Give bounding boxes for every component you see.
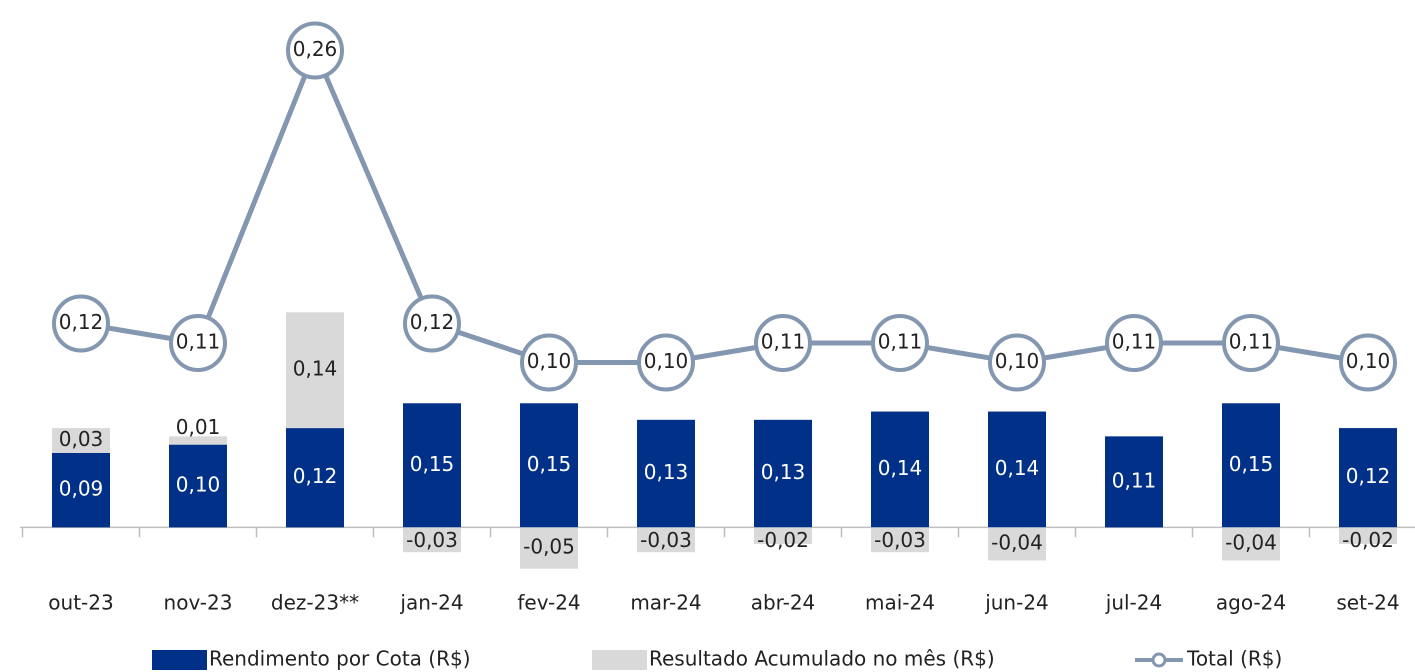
bar <box>52 452 110 528</box>
bar <box>1339 527 1397 544</box>
bar <box>1222 403 1280 528</box>
bar <box>1222 527 1280 561</box>
data-label: 0,15 <box>1229 452 1274 476</box>
data-label: 0,01 <box>176 415 221 439</box>
line-marker <box>988 333 1046 392</box>
x-tick-label: nov-23 <box>164 591 233 615</box>
data-label: -0,03 <box>406 528 458 552</box>
legend-label: Rendimento por Cota (R$) <box>209 647 471 671</box>
line-marker <box>1339 333 1397 392</box>
bar <box>286 312 344 429</box>
legend-swatch <box>152 650 207 670</box>
data-label: 0,15 <box>527 452 572 476</box>
data-label: 0,11 <box>1112 468 1157 492</box>
data-label: -0,04 <box>991 530 1043 554</box>
data-label: -0,04 <box>1225 530 1277 554</box>
data-label: 0,15 <box>410 452 455 476</box>
line-marker <box>169 314 227 372</box>
legend-swatch <box>592 650 647 670</box>
data-label: 0,13 <box>644 460 689 484</box>
line-marker <box>871 314 929 372</box>
bar <box>1339 428 1397 528</box>
x-tick-label: mar-24 <box>630 591 701 615</box>
bar <box>169 444 227 528</box>
data-label: -0,02 <box>1342 528 1394 552</box>
data-label: 0,14 <box>293 357 338 381</box>
bar <box>520 403 578 528</box>
bar <box>871 411 929 528</box>
line-marker <box>1222 314 1280 372</box>
bar <box>988 411 1046 528</box>
data-label: 0,14 <box>995 456 1040 480</box>
bar <box>520 527 578 569</box>
line-marker <box>286 21 344 80</box>
data-label: 0,14 <box>878 456 923 480</box>
data-label: -0,02 <box>757 528 809 552</box>
line-marker <box>754 314 812 372</box>
legend-label: Resultado Acumulado no mês (R$) <box>649 647 995 671</box>
bar <box>754 419 812 528</box>
x-tick-label: dez-23** <box>271 591 359 615</box>
data-label: -0,03 <box>874 528 926 552</box>
bar <box>1105 436 1163 528</box>
legend-swatch <box>1151 652 1167 668</box>
x-tick-label: abr-24 <box>751 591 816 615</box>
data-label: 0,11 <box>1112 330 1157 354</box>
bar <box>637 419 695 528</box>
x-tick-label: jan-24 <box>399 591 463 615</box>
bar <box>286 428 344 528</box>
bar <box>403 527 461 553</box>
bar <box>52 428 110 453</box>
data-label: 0,10 <box>527 349 572 373</box>
x-tick-label: fev-24 <box>517 591 580 615</box>
bar <box>169 436 227 445</box>
data-label: 0,11 <box>176 330 221 354</box>
line-marker <box>637 333 695 392</box>
line-marker <box>52 294 110 353</box>
x-tick-label: mai-24 <box>865 591 935 615</box>
data-label: 0,12 <box>293 464 338 488</box>
x-tick-label: jul-24 <box>1105 591 1162 615</box>
data-label: 0,12 <box>59 310 104 334</box>
bar <box>754 527 812 544</box>
data-label: -0,05 <box>523 535 575 559</box>
legend-label: Total (R$) <box>1186 647 1282 671</box>
line-marker <box>403 294 461 353</box>
bar <box>637 527 695 553</box>
bar <box>403 403 461 528</box>
x-tick-label: jun-24 <box>984 591 1049 615</box>
line-marker <box>520 333 578 392</box>
data-label: 0,10 <box>176 473 221 497</box>
x-tick-label: set-24 <box>1336 591 1399 615</box>
data-label: 0,10 <box>1346 349 1391 373</box>
data-label: 0,10 <box>995 349 1040 373</box>
data-label: 0,12 <box>410 310 455 334</box>
x-tick-label: out-23 <box>48 591 113 615</box>
line-marker <box>1105 314 1163 372</box>
bar <box>871 527 929 553</box>
data-label: 0,11 <box>878 330 923 354</box>
data-label: 0,12 <box>1346 464 1391 488</box>
data-label: 0,09 <box>59 477 104 501</box>
data-label: -0,03 <box>640 528 692 552</box>
data-label: 0,10 <box>644 349 689 373</box>
data-label: 0,11 <box>761 330 806 354</box>
data-label: 0,03 <box>59 427 104 451</box>
data-label: 0,13 <box>761 460 806 484</box>
data-label: 0,11 <box>1229 330 1274 354</box>
line <box>80 43 1369 366</box>
bar <box>988 527 1046 561</box>
data-label: 0,26 <box>293 37 338 61</box>
x-tick-label: ago-24 <box>1216 591 1286 615</box>
